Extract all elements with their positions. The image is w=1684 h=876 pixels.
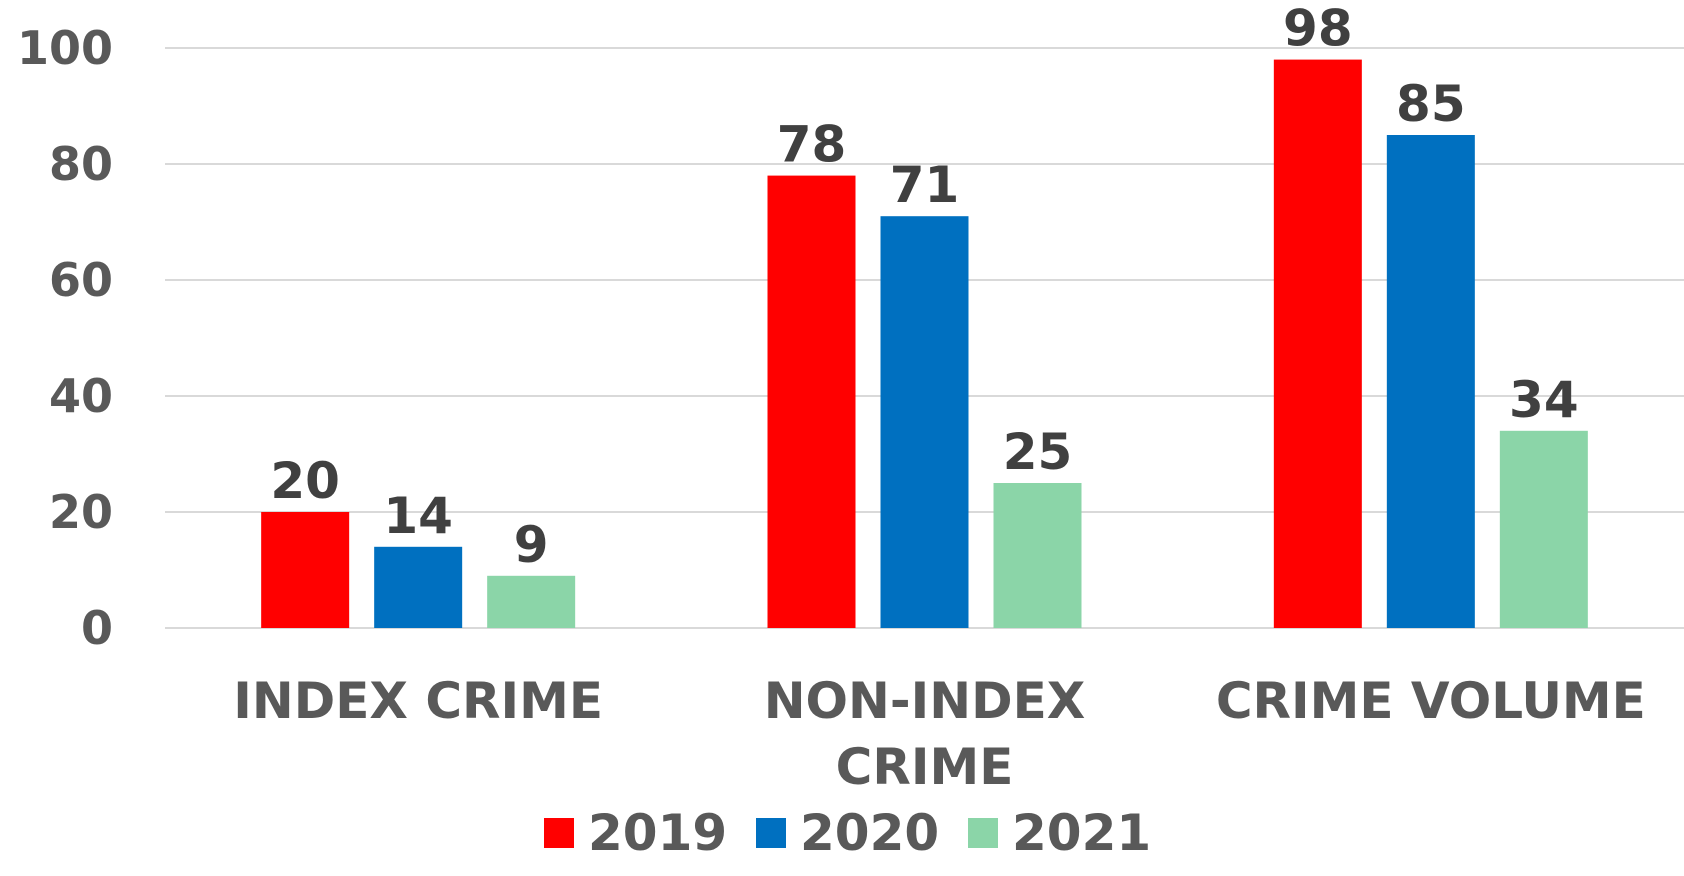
bar-2020-0 — [374, 546, 463, 628]
x-axis-categories: INDEX CRIME NON-INDEX CRIME CRIME VOLUME — [233, 672, 1646, 796]
data-label-2019-1: 78 — [777, 116, 847, 174]
legend-label-2019: 2019 — [588, 804, 727, 862]
data-label-2020-2: 85 — [1396, 75, 1466, 133]
data-labels: 20 14 9 78 71 25 98 85 34 — [270, 0, 1578, 574]
bar-2019-0 — [261, 512, 350, 628]
legend: 2019 2020 2021 — [544, 804, 1151, 862]
bar-2021-0 — [487, 575, 576, 628]
y-tick-label-40: 40 — [49, 369, 113, 423]
y-tick-label-80: 80 — [49, 137, 113, 191]
legend-swatch-2019 — [544, 818, 574, 848]
bar-2019-2 — [1273, 59, 1362, 629]
bars — [261, 59, 1588, 629]
data-label-2021-2: 34 — [1509, 371, 1579, 429]
y-tick-label-20: 20 — [49, 485, 113, 539]
bar-2021-1 — [993, 483, 1082, 628]
y-axis-ticks: 0 20 40 60 80 100 — [17, 21, 113, 655]
category-label-1-1: CRIME — [836, 738, 1014, 796]
legend-label-2021: 2021 — [1012, 804, 1151, 862]
data-label-2019-2: 98 — [1283, 0, 1353, 58]
category-label-2-0: CRIME VOLUME — [1216, 672, 1646, 730]
bar-2021-2 — [1499, 430, 1588, 628]
category-label-0-0: INDEX CRIME — [233, 672, 603, 730]
bar-2019-1 — [767, 175, 856, 628]
legend-swatch-2020 — [756, 818, 786, 848]
category-label-1-0: NON-INDEX — [764, 672, 1086, 730]
legend-label-2020: 2020 — [800, 804, 939, 862]
y-tick-label-100: 100 — [17, 21, 113, 75]
bar-2020-2 — [1386, 135, 1475, 628]
y-tick-label-0: 0 — [81, 601, 113, 655]
data-label-2021-1: 25 — [1003, 423, 1073, 481]
bar-2020-1 — [880, 216, 969, 628]
y-tick-label-60: 60 — [49, 253, 113, 307]
legend-swatch-2021 — [968, 818, 998, 848]
data-label-2020-1: 71 — [890, 156, 960, 214]
data-label-2020-0: 14 — [383, 487, 453, 545]
data-label-2021-0: 9 — [514, 516, 549, 574]
data-label-2019-0: 20 — [270, 452, 340, 510]
